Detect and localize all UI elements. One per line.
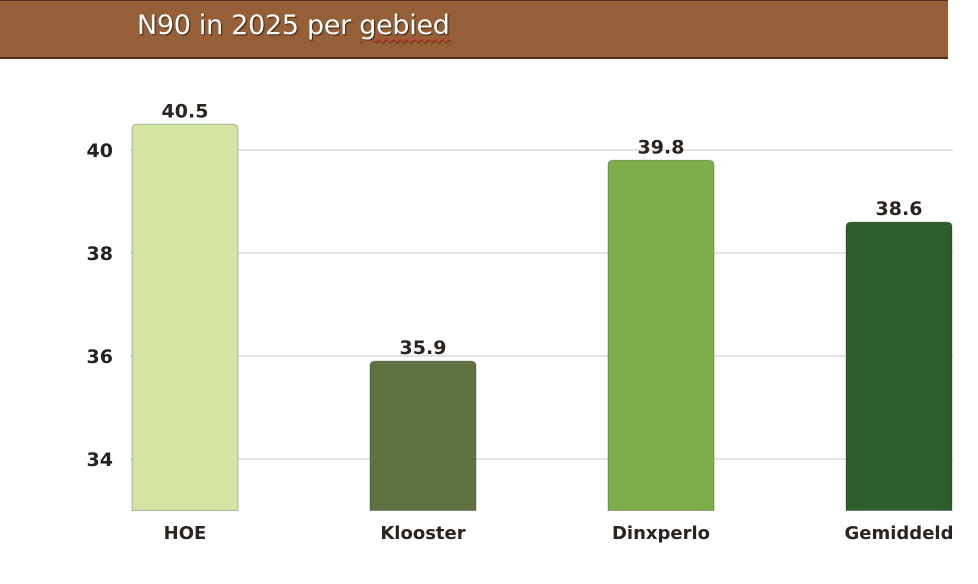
y-tick-label: 38: [87, 243, 113, 265]
data-label: 38.6: [876, 198, 923, 220]
x-category-label: HOE: [164, 523, 207, 544]
y-tick-label: 34: [87, 449, 113, 471]
bar-dinxperlo: [607, 159, 715, 511]
title-spellcheck-word: gebied: [359, 10, 450, 41]
bar-klooster: [369, 360, 477, 511]
x-category-label: Dinxperlo: [612, 523, 710, 544]
title-main: N90 in 2025 per: [137, 10, 351, 41]
bar-gemiddeld: [845, 221, 953, 511]
x-category-label: Klooster: [380, 523, 465, 544]
data-label: 39.8: [638, 136, 685, 158]
title-banner: N90 in 2025 per gebied: [0, 0, 948, 59]
data-label: 40.5: [162, 100, 209, 122]
y-tick-label: 36: [87, 346, 113, 368]
data-label: 35.9: [400, 337, 447, 359]
bar-hoe: [131, 123, 239, 511]
chart-title: N90 in 2025 per gebied: [137, 10, 450, 41]
x-category-label: Gemiddeld: [845, 523, 954, 544]
y-tick-label: 40: [87, 140, 113, 162]
